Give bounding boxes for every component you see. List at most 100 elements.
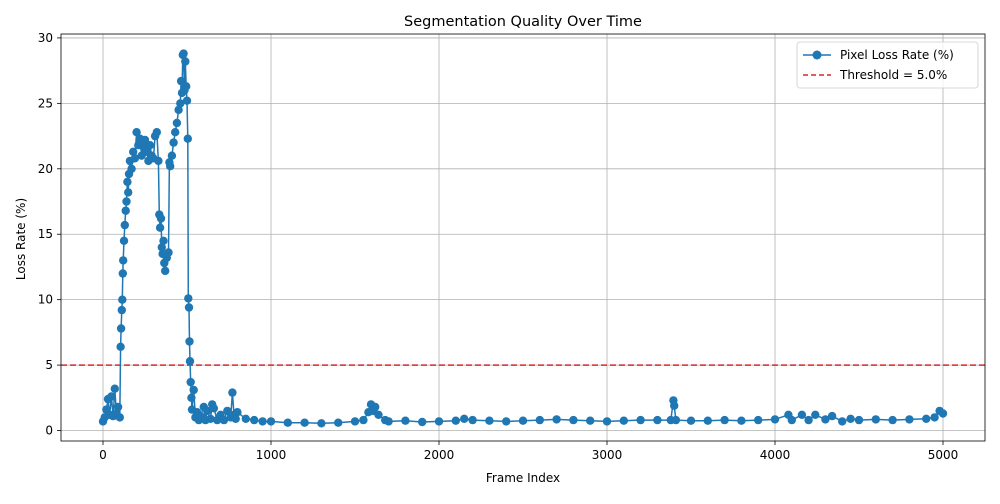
data-point xyxy=(166,162,175,171)
legend-series-marker xyxy=(812,50,822,60)
data-point xyxy=(804,415,813,425)
data-point xyxy=(182,82,191,91)
data-point xyxy=(266,417,276,426)
data-point xyxy=(145,141,155,150)
data-point xyxy=(384,417,393,426)
data-point xyxy=(179,49,188,58)
data-point xyxy=(223,406,232,416)
data-point xyxy=(720,415,729,425)
y-tick-label: 0 xyxy=(45,424,53,438)
x-tick-label: 5000 xyxy=(928,448,959,462)
data-point xyxy=(120,220,129,230)
data-point xyxy=(797,410,807,419)
data-point xyxy=(451,416,460,425)
y-axis-label: Loss Rate (%) xyxy=(14,198,28,280)
data-point xyxy=(518,416,528,425)
legend: Pixel Loss Rate (%) Threshold = 5.0% xyxy=(796,41,979,89)
data-point xyxy=(182,96,192,105)
data-point xyxy=(228,388,237,397)
data-point xyxy=(905,415,914,424)
data-point xyxy=(619,416,628,425)
data-point xyxy=(670,401,679,410)
data-point xyxy=(770,415,780,424)
x-tick-label: 4000 xyxy=(760,448,791,462)
legend-box xyxy=(796,41,979,89)
x-tick-label: 1000 xyxy=(256,448,287,462)
data-point xyxy=(787,415,796,425)
y-tick-label: 20 xyxy=(38,162,53,176)
data-point xyxy=(152,128,161,137)
data-point xyxy=(203,406,212,416)
data-point xyxy=(552,415,561,424)
data-point xyxy=(167,151,177,160)
data-point xyxy=(811,410,820,419)
data-point xyxy=(569,415,578,425)
y-tick-label: 30 xyxy=(38,31,53,45)
series-line xyxy=(102,52,944,425)
y-tick-label: 25 xyxy=(38,96,53,110)
data-point xyxy=(653,415,662,425)
data-point xyxy=(119,256,128,265)
data-point xyxy=(930,413,939,422)
data-point xyxy=(854,415,864,425)
data-point xyxy=(317,419,326,428)
data-point xyxy=(374,410,383,419)
plot-frame xyxy=(60,33,986,442)
data-point xyxy=(122,197,131,206)
data-point xyxy=(161,266,170,276)
data-point xyxy=(118,295,127,304)
x-tick-label: 0 xyxy=(99,448,107,462)
legend-threshold-label: Threshold = 5.0% xyxy=(839,68,947,82)
data-point xyxy=(124,188,133,197)
data-point xyxy=(181,57,190,66)
grid xyxy=(61,34,985,441)
data-point xyxy=(185,337,194,346)
data-point xyxy=(468,415,477,425)
data-point xyxy=(206,414,215,423)
data-point xyxy=(250,415,259,425)
data-point xyxy=(184,303,194,312)
legend-series-label: Pixel Loss Rate (%) xyxy=(840,48,954,62)
data-point xyxy=(258,417,267,426)
data-point xyxy=(535,415,544,425)
x-axis-label: Frame Index xyxy=(486,471,560,485)
data-point xyxy=(434,417,444,426)
data-point xyxy=(586,416,595,425)
data-point xyxy=(283,418,292,427)
data-point xyxy=(115,413,125,422)
data-point xyxy=(169,138,178,147)
data-point xyxy=(156,214,166,223)
data-point xyxy=(219,415,229,425)
data-point xyxy=(155,223,165,232)
data-point xyxy=(401,416,410,425)
data-point xyxy=(113,402,123,412)
data-point xyxy=(116,324,126,333)
data-point xyxy=(827,411,837,421)
data-point xyxy=(418,417,427,427)
data-point xyxy=(132,128,141,137)
data-point xyxy=(821,415,830,424)
data-point xyxy=(737,416,746,425)
data-point xyxy=(119,236,129,245)
data-point xyxy=(176,99,185,108)
data-point xyxy=(846,414,855,423)
data-point xyxy=(485,416,494,425)
chart-title: Segmentation Quality Over Time xyxy=(404,14,642,30)
data-point xyxy=(371,402,380,412)
data-point xyxy=(129,147,138,156)
y-tick-label: 5 xyxy=(45,358,53,372)
data-point xyxy=(350,417,360,426)
data-point xyxy=(159,236,168,245)
series-layer xyxy=(98,49,948,428)
data-point xyxy=(176,76,186,86)
data-point xyxy=(107,392,116,401)
ticks: 0 1000 2000 3000 4000 5000 0 5 10 15 20 25 30 xyxy=(38,31,959,462)
data-point xyxy=(186,377,195,387)
data-point xyxy=(185,357,195,366)
x-tick-label: 2000 xyxy=(424,448,455,462)
data-point xyxy=(121,206,130,215)
data-point xyxy=(157,243,166,252)
data-point xyxy=(184,294,193,303)
data-point xyxy=(871,415,880,424)
